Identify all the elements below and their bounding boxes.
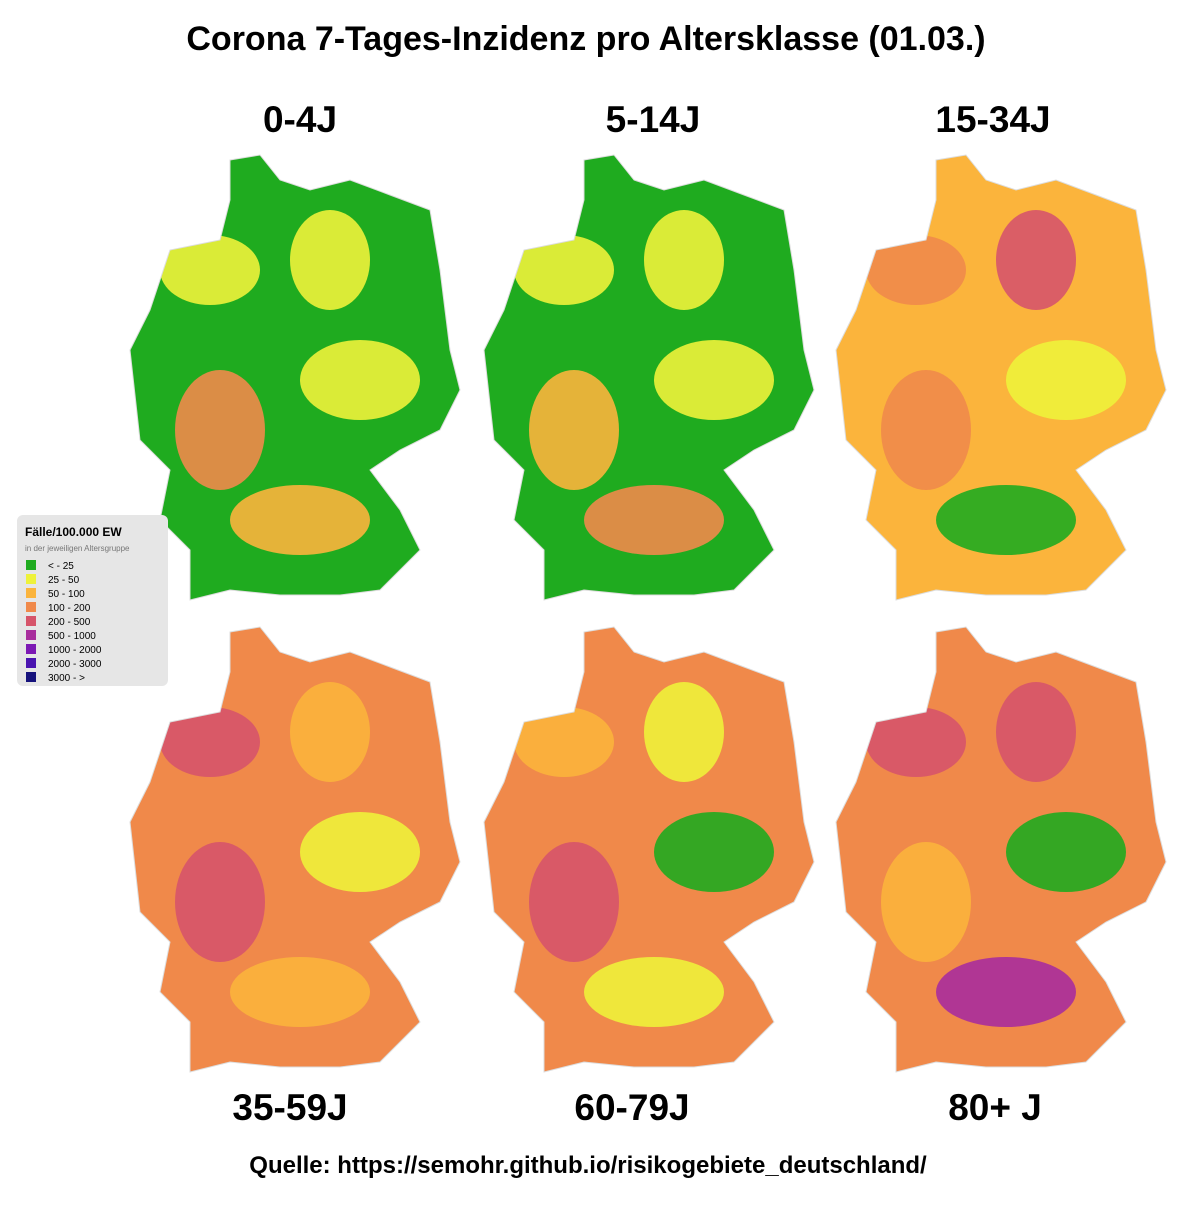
legend-swatch bbox=[26, 588, 36, 598]
legend-swatch bbox=[26, 630, 36, 640]
regions bbox=[514, 682, 774, 1027]
legend-swatch bbox=[26, 560, 36, 570]
panel-label: 0-4J bbox=[263, 99, 337, 140]
map bbox=[483, 154, 815, 601]
region bbox=[290, 682, 370, 782]
legend-label: 2000 - 3000 bbox=[48, 659, 102, 670]
map bbox=[129, 626, 461, 1073]
region bbox=[584, 485, 724, 555]
legend-subtitle: in der jeweiligen Altersgruppe bbox=[25, 544, 130, 553]
region bbox=[644, 210, 724, 310]
legend-swatch bbox=[26, 616, 36, 626]
regions bbox=[160, 682, 420, 1027]
legend-label: 100 - 200 bbox=[48, 603, 91, 614]
source: Quelle: https://semohr.github.io/risikog… bbox=[249, 1152, 927, 1179]
region bbox=[996, 682, 1076, 782]
panel-label: 80+ J bbox=[948, 1087, 1042, 1128]
legend-label: < - 25 bbox=[48, 561, 74, 572]
region bbox=[175, 842, 265, 962]
regions bbox=[514, 210, 774, 555]
region bbox=[866, 235, 966, 305]
legend-title: Fälle/100.000 EW bbox=[25, 525, 122, 539]
region bbox=[936, 485, 1076, 555]
region bbox=[160, 707, 260, 777]
regions bbox=[866, 210, 1126, 555]
region bbox=[514, 235, 614, 305]
region bbox=[654, 340, 774, 420]
region bbox=[230, 957, 370, 1027]
legend-swatch bbox=[26, 672, 36, 682]
legend-swatch bbox=[26, 658, 36, 668]
legend-label: 50 - 100 bbox=[48, 589, 85, 600]
region bbox=[881, 842, 971, 962]
panel-label: 35-59J bbox=[232, 1087, 347, 1128]
legend-label: 3000 - > bbox=[48, 673, 85, 684]
title: Corona 7-Tages-Inzidenz pro Altersklasse… bbox=[186, 20, 985, 58]
region bbox=[160, 235, 260, 305]
region bbox=[529, 370, 619, 490]
map bbox=[835, 154, 1167, 601]
region bbox=[584, 957, 724, 1027]
regions bbox=[160, 210, 420, 555]
region bbox=[529, 842, 619, 962]
maps bbox=[129, 154, 1167, 1073]
region bbox=[300, 340, 420, 420]
region bbox=[1006, 340, 1126, 420]
legend-label: 500 - 1000 bbox=[48, 631, 96, 642]
region bbox=[230, 485, 370, 555]
legend-swatch bbox=[26, 574, 36, 584]
region bbox=[866, 707, 966, 777]
legend-label: 1000 - 2000 bbox=[48, 645, 102, 656]
panel-label: 5-14J bbox=[606, 99, 701, 140]
region bbox=[300, 812, 420, 892]
region bbox=[290, 210, 370, 310]
legend: Fälle/100.000 EW in der jeweiligen Alter… bbox=[17, 515, 168, 686]
map bbox=[835, 626, 1167, 1073]
panel-label: 60-79J bbox=[574, 1087, 689, 1128]
regions bbox=[866, 682, 1126, 1027]
region bbox=[175, 370, 265, 490]
region bbox=[644, 682, 724, 782]
region bbox=[1006, 812, 1126, 892]
legend-items: < - 25 25 - 50 50 - 100 100 - 200 200 - 500 5… bbox=[26, 560, 102, 684]
legend-label: 200 - 500 bbox=[48, 617, 91, 628]
legend-swatch bbox=[26, 602, 36, 612]
region bbox=[881, 370, 971, 490]
region bbox=[514, 707, 614, 777]
panel-label: 15-34J bbox=[935, 99, 1050, 140]
region bbox=[996, 210, 1076, 310]
legend-box bbox=[17, 515, 168, 686]
region bbox=[654, 812, 774, 892]
legend-swatch bbox=[26, 644, 36, 654]
legend-label: 25 - 50 bbox=[48, 575, 80, 586]
region bbox=[936, 957, 1076, 1027]
map bbox=[129, 154, 461, 601]
map bbox=[483, 626, 815, 1073]
